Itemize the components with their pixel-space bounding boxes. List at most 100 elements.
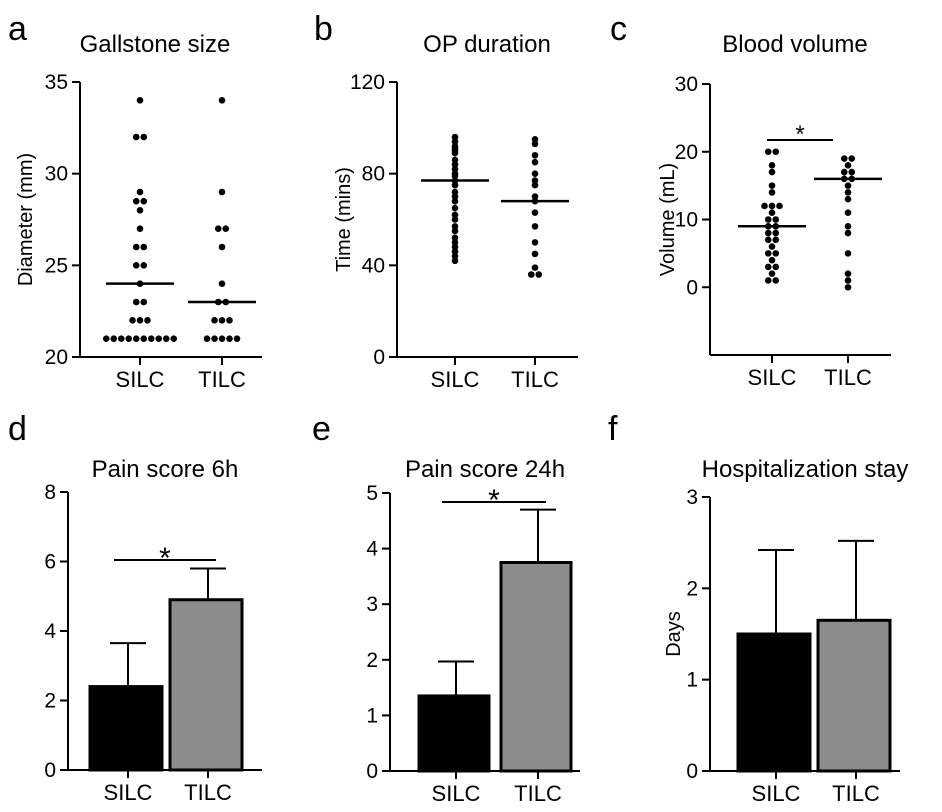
data-point-b-tilc — [531, 193, 539, 200]
y-tick-label-c: 30 — [675, 73, 698, 96]
data-point-c-silc — [772, 236, 780, 244]
y-axis-label-a: Diameter (mm) — [15, 153, 37, 286]
data-point-b-silc — [451, 156, 459, 164]
data-point-c-silc — [764, 229, 772, 237]
data-point-b-silc — [451, 257, 459, 265]
x-tick-label-a-silc: SILC — [116, 367, 165, 392]
data-point-b-tilc — [531, 152, 539, 159]
data-point-c-tilc — [844, 195, 852, 203]
data-point-a-tilc — [218, 280, 226, 287]
panel-letter-c: c — [610, 10, 627, 48]
data-point-b-silc — [451, 243, 459, 251]
data-point-a-silc — [170, 335, 178, 342]
data-point-b-tilc — [531, 140, 539, 148]
data-point-b-tilc — [535, 271, 543, 278]
data-point-b-silc — [451, 197, 459, 205]
data-point-b-silc — [451, 211, 459, 219]
x-tick-label-e-tilc: TILC — [514, 781, 562, 806]
data-point-b-silc — [451, 133, 459, 141]
data-point-b-silc — [451, 172, 459, 180]
y-tick-label-a: 20 — [45, 346, 68, 369]
y-tick-label-d: 8 — [44, 481, 56, 504]
chart-title-f: Hospitalization stay — [702, 456, 909, 483]
chart-title-c: Blood volume — [722, 31, 867, 58]
data-point-b-silc — [451, 161, 459, 168]
data-point-c-silc — [764, 148, 772, 156]
x-tick-label-f-silc: SILC — [752, 781, 801, 806]
data-point-a-tilc — [226, 317, 233, 324]
data-point-c-tilc — [844, 277, 852, 284]
data-point-c-silc — [764, 263, 772, 271]
data-point-b-tilc — [531, 264, 539, 271]
x-tick-label-a-tilc: TILC — [198, 367, 246, 392]
data-point-c-silc — [764, 236, 772, 244]
data-point-a-silc — [125, 335, 133, 342]
data-point-a-tilc — [211, 317, 218, 324]
data-point-c-tilc — [844, 182, 852, 189]
data-point-a-silc — [155, 335, 163, 342]
panel-a: a Gallstone size 20 25 30 35 Diameter (mm) SILC… — [8, 10, 262, 392]
y-tick-label-e: 0 — [366, 760, 378, 783]
y-tick-label-f: 3 — [686, 486, 698, 509]
data-point-a-silc — [117, 335, 125, 342]
data-point-a-tilc — [218, 188, 226, 196]
data-point-c-silc — [768, 270, 776, 278]
data-point-b-silc — [451, 188, 459, 196]
data-point-b-tilc — [531, 223, 539, 230]
x-tick-label-b-silc: SILC — [431, 367, 480, 392]
data-point-b-tilc — [531, 135, 539, 143]
data-point-b-tilc — [531, 239, 539, 246]
y-tick-label-b: 40 — [362, 254, 385, 277]
data-point-c-silc — [768, 189, 776, 196]
data-point-c-tilc — [848, 155, 856, 162]
y-tick-label-d: 6 — [44, 551, 56, 574]
y-axis-label-c: Volume (mL) — [657, 163, 679, 276]
bar-d-tilc — [168, 598, 244, 772]
data-point-a-tilc — [218, 243, 226, 251]
data-point-a-tilc — [203, 335, 211, 342]
panel-f: f Hospitalization stay 0 1 2 3 Days SILC TILC — [608, 410, 908, 806]
data-point-a-tilc — [218, 317, 226, 324]
data-point-c-tilc — [844, 283, 852, 291]
chart-title-b: OP duration — [423, 31, 551, 58]
data-point-a-silc — [140, 335, 148, 342]
x-tick-label-d-silc: SILC — [104, 780, 153, 805]
data-point-c-silc — [761, 202, 768, 210]
data-point-c-silc — [772, 263, 780, 271]
y-tick-label-a: 25 — [45, 254, 68, 277]
chart-title-a: Gallstone size — [80, 31, 231, 58]
data-point-a-tilc — [211, 335, 218, 342]
data-point-a-silc — [132, 243, 140, 251]
data-point-a-silc — [140, 262, 148, 269]
data-point-c-silc — [768, 182, 776, 189]
panel-letter-f: f — [608, 410, 618, 448]
data-point-c-tilc — [844, 189, 852, 196]
data-point-c-tilc — [844, 222, 852, 230]
y-tick-label-b: 0 — [373, 346, 385, 369]
data-point-a-silc — [136, 97, 144, 104]
data-point-a-tilc — [214, 225, 222, 232]
data-point-c-silc — [764, 216, 772, 223]
data-point-c-silc — [768, 243, 776, 250]
data-point-c-silc — [764, 250, 772, 257]
panel-letter-b: b — [314, 10, 333, 48]
data-point-a-silc — [136, 207, 144, 214]
data-point-a-silc — [140, 133, 148, 141]
y-tick-label-e: 3 — [366, 593, 378, 616]
y-tick-label-f: 2 — [686, 577, 698, 600]
panel-c: c Blood volume 0 10 20 30 Volume (mL) SILC TILC * — [610, 10, 891, 390]
y-tick-label-a: 30 — [45, 163, 68, 186]
data-point-b-silc — [451, 181, 459, 189]
data-point-c-tilc — [844, 209, 852, 217]
panel-d: d Pain score 6h 0 2 4 6 8 SILC TILC * — [8, 410, 262, 805]
significance-star-d: * — [159, 542, 171, 575]
data-point-a-silc — [132, 262, 140, 269]
data-point-b-tilc — [531, 181, 539, 189]
data-point-b-tilc — [527, 271, 535, 278]
x-tick-label-b-tilc: TILC — [511, 367, 559, 392]
data-point-b-silc — [451, 193, 459, 200]
data-point-c-tilc — [844, 250, 852, 257]
data-point-b-tilc — [531, 250, 539, 258]
data-point-a-silc — [132, 197, 140, 205]
data-point-b-silc — [451, 248, 459, 255]
